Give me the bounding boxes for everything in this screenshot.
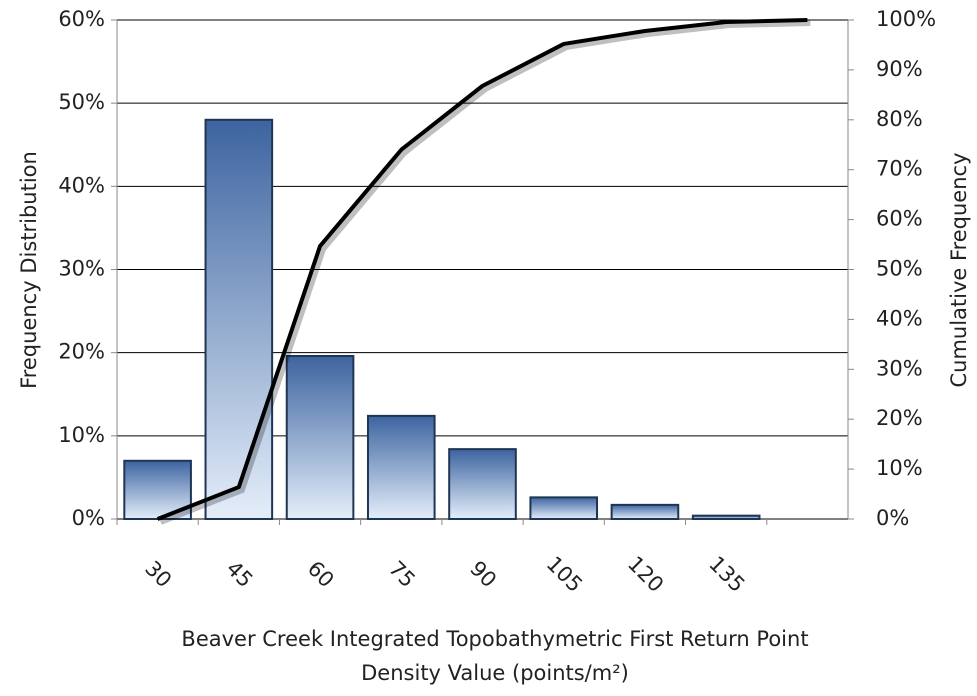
y-tick-label: 20%: [58, 340, 105, 364]
x-tick-label: 30: [140, 556, 176, 592]
y2-axis-label: Cumulative Frequency: [947, 152, 971, 387]
y2-tick-label: 70%: [876, 157, 923, 181]
y2-tick-label: 90%: [876, 57, 923, 81]
bar: [529, 496, 599, 521]
y2-tick-label: 60%: [876, 207, 923, 231]
bar: [610, 503, 680, 520]
cumulative-line: [156, 18, 808, 521]
x-tick-label: 45: [222, 556, 258, 592]
y2-tick-label: 0%: [876, 506, 909, 530]
y-tick-label: 60%: [58, 7, 105, 31]
bar: [204, 118, 274, 521]
bar: [691, 514, 761, 521]
x-tick-label: 75: [384, 556, 420, 592]
y-tick-label: 50%: [58, 90, 105, 114]
y2-tick-label: 30%: [876, 356, 923, 380]
x-tick-label: 135: [704, 552, 749, 597]
y-tick-label: 0%: [72, 506, 105, 530]
y-tick-label: 10%: [58, 423, 105, 447]
x-tick-label: 60: [303, 556, 339, 592]
y-tick-label: 30%: [58, 257, 105, 281]
y-axis-label: Frequency Distribution: [17, 151, 41, 389]
line-shadow: [159, 20, 811, 525]
y2-tick-label: 10%: [876, 456, 923, 480]
y2-tick-label: 50%: [876, 257, 923, 281]
x-tick-label: 105: [542, 552, 587, 597]
bar: [448, 448, 517, 521]
x-tick-label: 120: [623, 552, 668, 597]
y-tick-label: 40%: [58, 173, 105, 197]
y2-tick-label: 40%: [876, 306, 923, 330]
bar: [366, 414, 436, 520]
x-tick-label: 90: [465, 556, 501, 592]
y2-tick-label: 20%: [876, 406, 923, 430]
y2-tick-label: 80%: [876, 107, 923, 131]
x-axis-label: Density Value (points/m²): [361, 661, 629, 685]
x-axis-label: Beaver Creek Integrated Topobathymetric …: [181, 627, 808, 651]
bar: [285, 354, 355, 521]
y2-tick-label: 100%: [876, 7, 936, 31]
